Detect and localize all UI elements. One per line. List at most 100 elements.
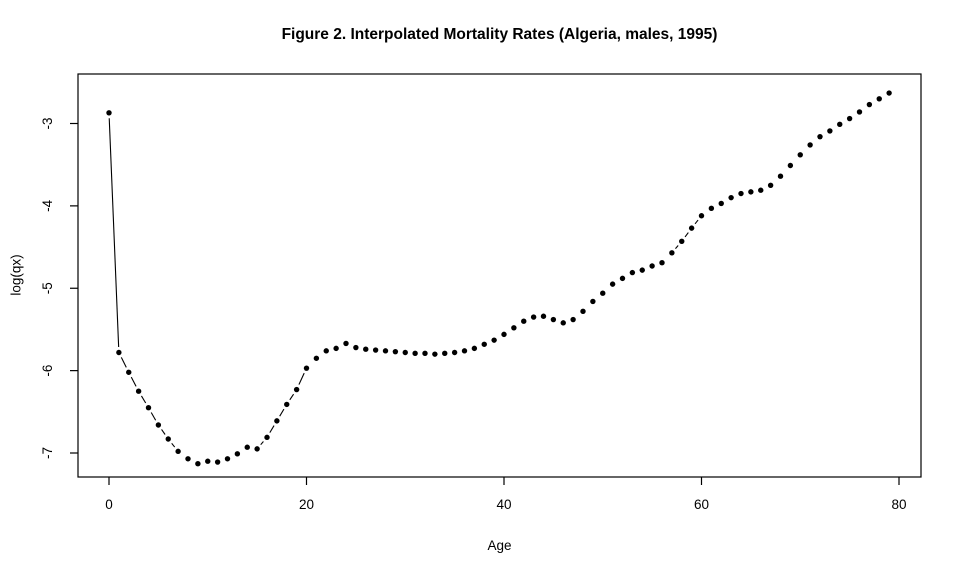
data-point [135, 388, 142, 394]
data-point [323, 348, 329, 354]
data-point [649, 263, 655, 269]
data-point [600, 290, 606, 296]
data-point [422, 350, 428, 357]
series-segment [279, 408, 285, 417]
data-point [234, 451, 241, 457]
data-point [313, 355, 320, 361]
data-point [333, 345, 339, 352]
data-point [708, 205, 715, 212]
data-point [590, 298, 596, 305]
data-point [126, 369, 132, 375]
data-point [343, 340, 349, 347]
data-point [284, 401, 290, 408]
data-point [580, 308, 586, 315]
data-point [303, 365, 310, 371]
data-point [639, 267, 645, 273]
data-point [195, 461, 201, 467]
series-segment [120, 357, 127, 368]
data-point [511, 325, 517, 331]
data-point [116, 349, 122, 356]
data-point [432, 351, 438, 357]
series-segment [269, 425, 275, 433]
series-segment [298, 372, 305, 385]
data-point [106, 110, 112, 116]
data-point [442, 350, 448, 357]
data-point [550, 316, 557, 323]
data-point [145, 404, 152, 411]
data-point [214, 459, 221, 465]
data-point [471, 345, 478, 352]
data-point [807, 142, 813, 148]
data-point [451, 349, 458, 356]
data-point [619, 275, 626, 282]
data-point [817, 133, 823, 140]
data-point [185, 456, 191, 462]
chart-title: Figure 2. Interpolated Mortality Rates (… [281, 26, 718, 43]
x-tick-label: 40 [496, 497, 511, 512]
series-segment [675, 245, 679, 250]
data-point [293, 386, 300, 393]
data-point [698, 213, 705, 219]
data-point [728, 194, 734, 201]
data-point [629, 269, 636, 276]
series-segment [260, 441, 264, 446]
data-point [570, 316, 576, 323]
data-point [827, 128, 833, 134]
data-point [876, 96, 882, 102]
data-point [540, 313, 547, 319]
data-point [521, 318, 527, 324]
data-point [777, 173, 784, 179]
series-segment [130, 376, 137, 387]
data-point [530, 314, 537, 320]
x-tick-label: 60 [694, 497, 709, 512]
data-point [718, 200, 724, 207]
data-point [886, 90, 892, 96]
y-tick-label: -5 [40, 282, 55, 294]
data-point [501, 331, 507, 338]
data-point [748, 189, 754, 195]
data-point [372, 347, 379, 353]
y-tick-label: -6 [40, 365, 55, 377]
data-point [274, 418, 280, 424]
data-point [758, 187, 764, 193]
data-point [491, 337, 497, 343]
data-point [669, 250, 675, 256]
data-point [560, 320, 566, 326]
series-segment [684, 232, 689, 238]
data-point [363, 346, 369, 352]
y-axis-label: log(qx) [8, 254, 24, 296]
data-point [856, 109, 863, 115]
data-point [797, 152, 803, 158]
y-tick-label: -4 [40, 199, 55, 211]
data-point [688, 225, 695, 231]
data-point [738, 190, 744, 197]
data-point [767, 182, 774, 188]
data-point [609, 281, 616, 287]
series-segment [289, 393, 295, 401]
series-segment [171, 442, 176, 448]
series-segment [150, 412, 157, 421]
data-point [402, 349, 408, 356]
series-segment [161, 429, 166, 435]
data-point [392, 348, 399, 355]
data-point [837, 121, 843, 128]
series-segment [108, 118, 120, 348]
y-tick-label: -7 [40, 447, 55, 459]
data-point [866, 101, 873, 108]
data-point [165, 436, 171, 442]
data-point [461, 348, 468, 354]
data-point [412, 350, 418, 357]
x-tick-label: 0 [105, 497, 113, 512]
data-point [787, 162, 794, 169]
data-point [481, 341, 487, 347]
data-point [659, 260, 665, 266]
data-point [382, 348, 389, 354]
data-point [254, 446, 260, 452]
x-tick-label: 80 [891, 497, 906, 512]
data-point [205, 458, 211, 464]
x-tick-label: 20 [299, 497, 314, 512]
data-point [244, 444, 250, 450]
data-point [679, 238, 685, 244]
